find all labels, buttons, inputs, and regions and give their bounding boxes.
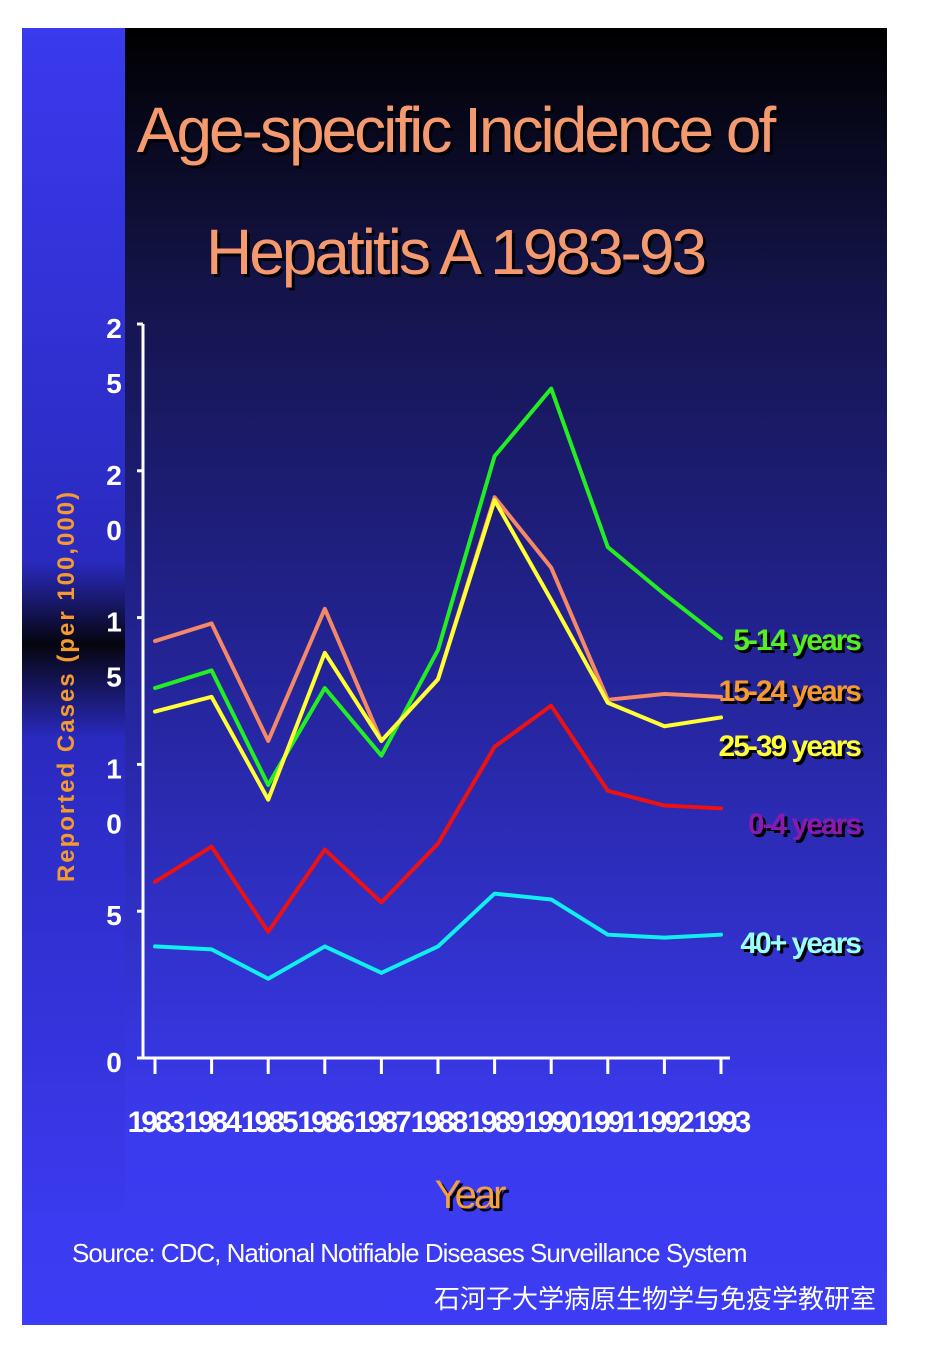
title-line1-shadow: Age-specific Incidence of [140, 97, 780, 169]
series-label: 25-39 years [719, 730, 862, 763]
series-label-shadow: 25-39 years [722, 733, 865, 766]
x-ticks: 1983 1984 1985 1986 1987 1988 1989 1990 1991 1992… [128, 1058, 754, 1139]
y-tick-label: 0 [106, 515, 122, 546]
series-label-shadow: 0-4 years [751, 811, 864, 844]
y-tick-label: 2 [106, 313, 122, 344]
y-tick-label: 1 [106, 607, 122, 638]
y-tick-label: 5 [106, 662, 122, 693]
y-tick-label: 0 [106, 1047, 122, 1078]
y-tick-label: 1 [106, 753, 122, 784]
x-tick-label: 1984 [184, 1106, 242, 1139]
x-tick-label: 1986 [297, 1106, 354, 1139]
series-line [153, 891, 723, 981]
series-label-shadow: 15-24 years [722, 678, 865, 711]
x-tick-label: 1987 [354, 1106, 411, 1139]
x-tick-label: 1992 [637, 1106, 694, 1139]
hepatitis-a-line-chart: Age-specific Incidence of Age-specific I… [53, 94, 876, 1315]
series-line [153, 386, 723, 787]
x-axis-title-shadow: Year [438, 1176, 510, 1220]
y-tick-label: 0 [106, 808, 122, 839]
title-line1: Age-specific Incidence of [137, 94, 777, 166]
series-line [153, 498, 723, 802]
slide: Age-specific Incidence of Age-specific I… [22, 28, 887, 1325]
series-lines [153, 386, 723, 981]
x-tick-label: 1983 [128, 1106, 185, 1139]
institution-name: 石河子大学病原生物学与免疫学教研室 [434, 1285, 876, 1315]
y-axis-title: Reported Cases (per 100,000) [53, 490, 80, 882]
title-line2-shadow: Hepatitis A 1983-93 [209, 219, 707, 291]
series-label: 5-14 years [733, 624, 861, 657]
x-tick-label: 1985 [241, 1106, 298, 1139]
x-tick-label: 1991 [580, 1106, 637, 1139]
left-gradient-strip [22, 28, 125, 1213]
x-tick-label: 1990 [524, 1106, 581, 1139]
source-note: Source: CDC, National Notifiable Disease… [72, 1238, 747, 1268]
x-tick-label: 1988 [411, 1106, 468, 1139]
series-label: 40+ years [740, 927, 861, 960]
x-axis-title: Year [435, 1173, 507, 1217]
series-label: 15-24 years [719, 675, 862, 708]
series-line [153, 703, 723, 934]
title: Age-specific Incidence of Age-specific I… [137, 94, 783, 291]
title-line2: Hepatitis A 1983-93 [206, 216, 704, 288]
y-tick-label: 5 [106, 900, 122, 931]
series-line [153, 495, 723, 743]
y-tick-label: 5 [106, 368, 122, 399]
series-label: 0-4 years [748, 808, 861, 841]
series-label-shadow: 5-14 years [736, 627, 864, 660]
x-tick-label: 1989 [467, 1106, 524, 1139]
y-tick-label: 2 [106, 460, 122, 491]
series-label-shadow: 40+ years [743, 930, 864, 963]
x-tick-label: 1993 [694, 1106, 751, 1139]
